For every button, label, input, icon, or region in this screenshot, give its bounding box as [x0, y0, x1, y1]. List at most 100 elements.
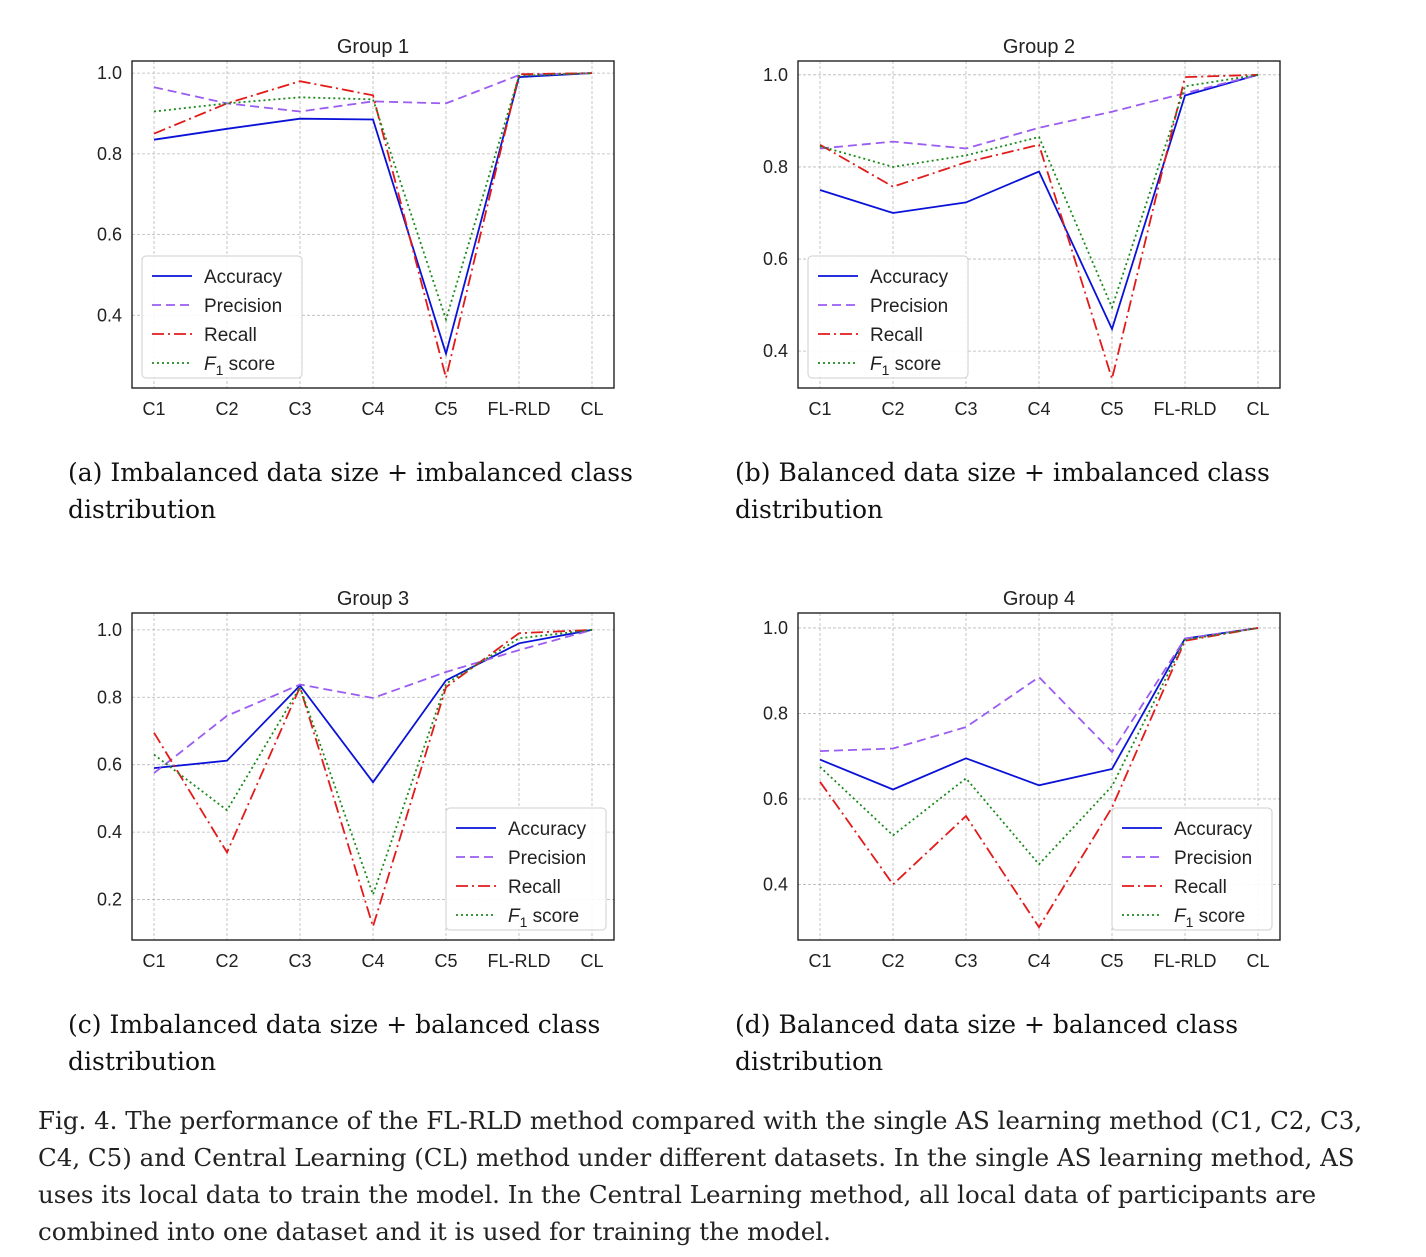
series-line-recall — [819, 627, 1259, 929]
legend-box — [445, 807, 607, 931]
y-tick-label: 0.2 — [97, 890, 122, 910]
series-line-f1-score — [153, 72, 593, 323]
y-tick-label: 0.4 — [763, 874, 788, 894]
chart-group-1: Group 1 C1 C2 C3 C4 C5 FL-RLD CL 0.4 0.6 0.8 1.0 Acc… — [80, 30, 700, 470]
x-tick-label: C1 — [808, 399, 831, 419]
series-line-f1-score — [819, 627, 1259, 866]
legend-label: Recall — [204, 325, 257, 346]
legend-label: F1 score — [870, 354, 941, 378]
x-tick-label: C4 — [1027, 951, 1050, 971]
x-tick-label: C1 — [142, 951, 165, 971]
series-line-precision — [153, 629, 593, 774]
plot-frame — [131, 612, 615, 941]
y-tick-label: 0.6 — [97, 755, 122, 775]
series-line-f1-score — [819, 73, 1259, 310]
x-tick-label: C2 — [881, 399, 904, 419]
x-tick-label: C2 — [215, 399, 238, 419]
y-tick-label: 0.8 — [763, 157, 788, 177]
chart-group-4: Group 4 C1 C2 C3 C4 C5 FL-RLD CL 0.4 0.6 0.8 1.0 Acc… — [746, 582, 1366, 1022]
x-tick-label: C1 — [808, 951, 831, 971]
x-tick-label: CL — [580, 951, 603, 971]
y-tick-label: 0.8 — [763, 703, 788, 723]
legend-label: F1 score — [508, 906, 579, 930]
legend-label: Recall — [1174, 877, 1227, 898]
legend: Accuracy Precision Recall F1 score — [445, 807, 607, 931]
legend-label: Accuracy — [870, 267, 949, 288]
legend: Accuracy Precision Recall F1 score — [1111, 807, 1273, 931]
legend-box — [807, 255, 969, 379]
plot-frame — [131, 60, 615, 389]
series-line-precision — [153, 72, 593, 113]
y-tick-label: 0.6 — [763, 249, 788, 269]
legend-label: Precision — [1174, 848, 1252, 869]
x-tick-label: C2 — [881, 951, 904, 971]
series-line-recall — [153, 629, 593, 930]
legend-label: Accuracy — [508, 819, 587, 840]
x-tick-label: CL — [1246, 951, 1269, 971]
series-line-precision — [819, 627, 1259, 754]
legend-label: Recall — [508, 877, 561, 898]
y-tick-label: 0.6 — [97, 225, 122, 245]
legend-label: Recall — [870, 325, 923, 346]
legend: Accuracy Precision Recall F1 score — [807, 255, 969, 379]
chart-title: Group 1 — [337, 36, 409, 58]
y-tick-label: 0.8 — [97, 144, 122, 164]
x-tick-label: CL — [580, 399, 603, 419]
legend-label: Precision — [508, 848, 586, 869]
x-tick-label: C4 — [361, 399, 384, 419]
y-tick-label: 1.0 — [97, 620, 122, 640]
x-tick-label: C5 — [1100, 399, 1123, 419]
x-tick-label: C3 — [288, 399, 311, 419]
x-tick-label: CL — [1246, 399, 1269, 419]
x-tick-label: C5 — [434, 951, 457, 971]
plot-frame — [797, 612, 1281, 941]
chart-title: Group 2 — [1003, 36, 1075, 58]
y-tick-label: 1.0 — [763, 618, 788, 638]
series-line-recall — [153, 72, 593, 379]
y-tick-label: 0.4 — [97, 305, 122, 325]
series-line-accuracy — [819, 73, 1259, 332]
chart-title: Group 3 — [337, 588, 409, 610]
legend-label: Precision — [870, 296, 948, 317]
chart-group-2: Group 2 C1 C2 C3 C4 C5 FL-RLD CL 0.4 0.6 0.8 1.0 Acc… — [746, 30, 1366, 470]
x-tick-label: C3 — [954, 951, 977, 971]
plot-frame — [797, 60, 1281, 389]
chart-title: Group 4 — [1003, 588, 1075, 610]
legend-box — [141, 255, 303, 379]
x-tick-label: FL-RLD — [487, 399, 550, 419]
legend-label: F1 score — [204, 354, 275, 378]
y-tick-label: 0.4 — [763, 341, 788, 361]
subcaption-b: (b) Balanced data size + imbalanced clas… — [735, 458, 1270, 524]
y-tick-label: 1.0 — [763, 65, 788, 85]
x-tick-label: C4 — [1027, 399, 1050, 419]
x-tick-label: C1 — [142, 399, 165, 419]
x-tick-label: C5 — [434, 399, 457, 419]
x-tick-label: C3 — [954, 399, 977, 419]
legend-label: Accuracy — [1174, 819, 1253, 840]
x-tick-label: FL-RLD — [487, 951, 550, 971]
legend: Accuracy Precision Recall F1 score — [141, 255, 303, 379]
x-tick-label: C4 — [361, 951, 384, 971]
series-line-accuracy — [153, 629, 593, 784]
series-line-precision — [819, 73, 1259, 150]
chart-group-3: Group 3 C1 C2 C3 C4 C5 FL-RLD CL 0.2 0.4 0.6 0.8 1.0… — [80, 582, 700, 1022]
series-line-recall — [819, 73, 1259, 383]
subcaption-a: (a) Imbalanced data size + imbalanced cl… — [68, 458, 633, 524]
figure-caption: Fig. 4. The performance of the FL-RLD me… — [38, 1106, 1363, 1246]
series-line-f1-score — [153, 629, 593, 898]
x-tick-label: C5 — [1100, 951, 1123, 971]
y-tick-label: 0.6 — [763, 789, 788, 809]
x-tick-label: C3 — [288, 951, 311, 971]
y-tick-label: 0.8 — [97, 687, 122, 707]
legend-label: Accuracy — [204, 267, 283, 288]
legend-box — [1111, 807, 1273, 931]
y-tick-label: 0.4 — [97, 822, 122, 842]
x-tick-label: FL-RLD — [1153, 399, 1216, 419]
subcaption-c: (c) Imbalanced data size + balanced clas… — [68, 1010, 601, 1076]
subcaption-d: (d) Balanced data size + balanced class … — [735, 1010, 1239, 1076]
x-tick-label: FL-RLD — [1153, 951, 1216, 971]
legend-label: Precision — [204, 296, 282, 317]
y-tick-label: 1.0 — [97, 63, 122, 83]
x-tick-label: C2 — [215, 951, 238, 971]
legend-label: F1 score — [1174, 906, 1245, 930]
